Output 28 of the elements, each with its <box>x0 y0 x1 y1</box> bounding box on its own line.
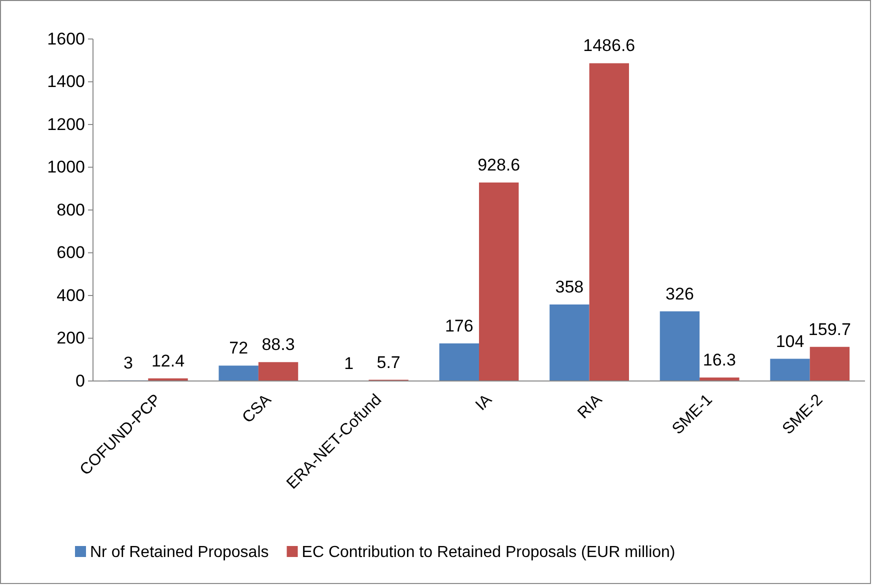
y-tick-label: 1000 <box>47 158 85 177</box>
data-label: 326 <box>666 284 694 304</box>
data-label: 5.7 <box>376 352 400 372</box>
y-tick-label: 1600 <box>47 29 85 48</box>
data-label: 72 <box>229 338 248 358</box>
data-label: 16.3 <box>702 350 736 370</box>
data-label: 1 <box>344 354 354 373</box>
y-tick-label: 200 <box>56 328 85 348</box>
data-label: 176 <box>444 316 474 336</box>
y-tick-label: 600 <box>56 243 85 262</box>
legend-label: EC Contribution to Retained Proposals (EUR million) <box>302 544 676 561</box>
y-tick-label: 1400 <box>47 72 85 92</box>
y-tick-label: 400 <box>56 286 85 305</box>
y-tick-label: 1200 <box>47 114 85 134</box>
x-tick-label: IA <box>472 391 496 414</box>
data-label: 12.4 <box>151 351 185 370</box>
data-label: 159.7 <box>808 320 851 339</box>
x-tick-label: CSA <box>239 391 275 427</box>
data-label: 1486.6 <box>583 36 636 56</box>
y-tick-label: 800 <box>56 200 85 220</box>
data-label: 928.6 <box>478 156 520 175</box>
y-tick-label: 0 <box>76 371 85 390</box>
legend-label: Nr of Retained Proposals <box>90 544 269 561</box>
data-label: 104 <box>776 332 804 351</box>
x-tick-label: RIA <box>574 391 606 422</box>
data-label: 88.3 <box>262 335 295 354</box>
data-label: 358 <box>555 277 584 296</box>
data-label: 3 <box>124 353 134 372</box>
